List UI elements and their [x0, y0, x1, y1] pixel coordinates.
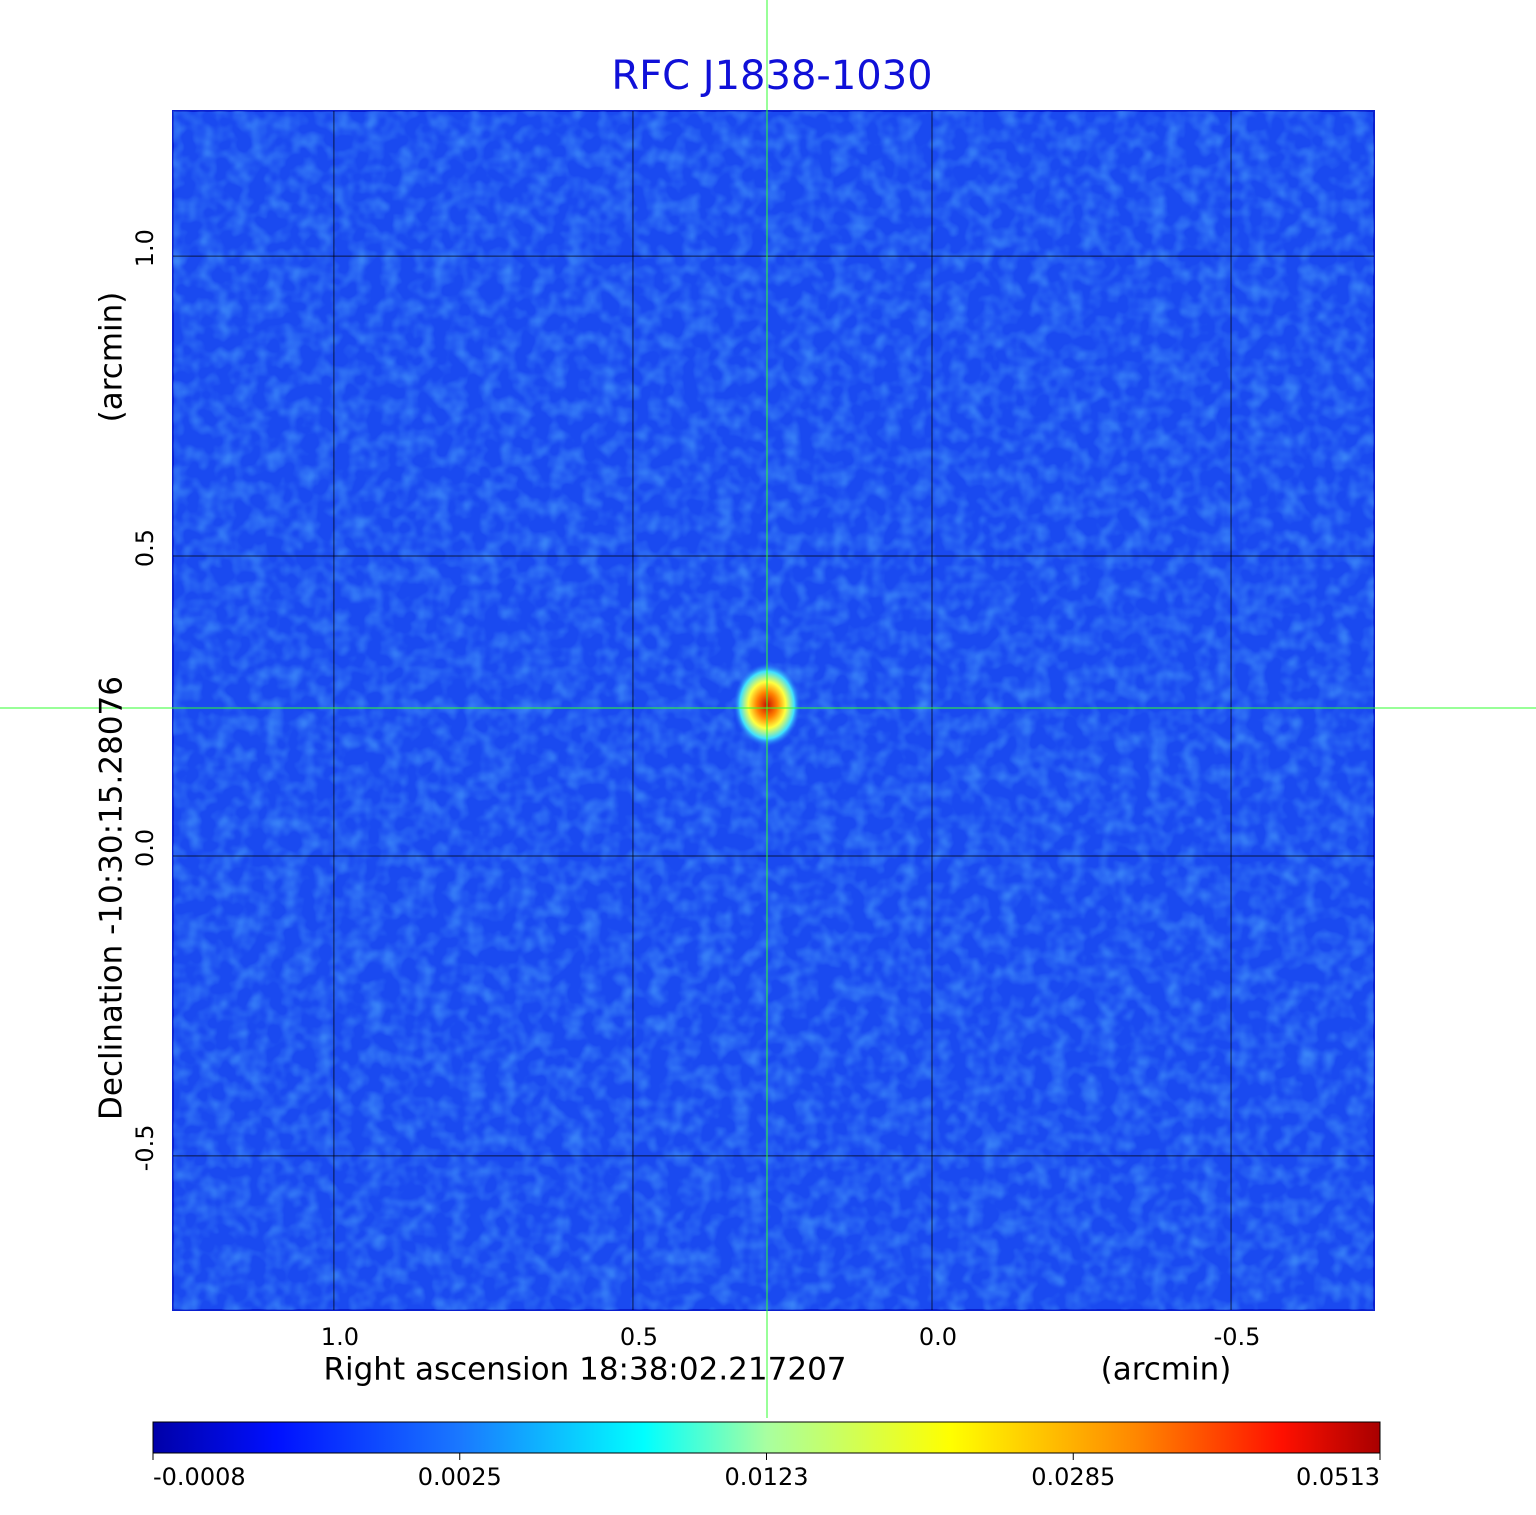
x-tick-label: 1.0 — [321, 1323, 359, 1351]
y-tick-label: -0.5 — [131, 1124, 159, 1171]
x-tick-label: -0.5 — [1214, 1323, 1261, 1351]
y-axis-label: Declination -10:30:15.28076 — [94, 676, 130, 1120]
x-axis-unit: (arcmin) — [1101, 1352, 1232, 1388]
x-tick-label: 0.5 — [620, 1323, 658, 1351]
y-tick-label: 0.5 — [131, 529, 159, 567]
colorbar-tick-label: 0.0025 — [418, 1463, 502, 1491]
colorbar-tick-label: 0.0285 — [1031, 1463, 1115, 1491]
y-tick-label: 0.0 — [131, 829, 159, 867]
x-axis-label: Right ascension 18:38:02.217207 — [323, 1352, 846, 1388]
colorbar-tick-label: -0.0008 — [153, 1463, 246, 1491]
grid — [173, 111, 1374, 1310]
chart-title: RFC J1838-1030 — [611, 53, 932, 99]
x-tick-label: 0.0 — [919, 1323, 957, 1351]
colorbar-tick-label: 0.0123 — [725, 1463, 809, 1491]
y-axis-unit: (arcmin) — [94, 292, 130, 423]
y-tick-label: 1.0 — [131, 229, 159, 267]
colorbar-tick-label: 0.0513 — [1296, 1463, 1380, 1491]
colorbar — [152, 1421, 1381, 1454]
